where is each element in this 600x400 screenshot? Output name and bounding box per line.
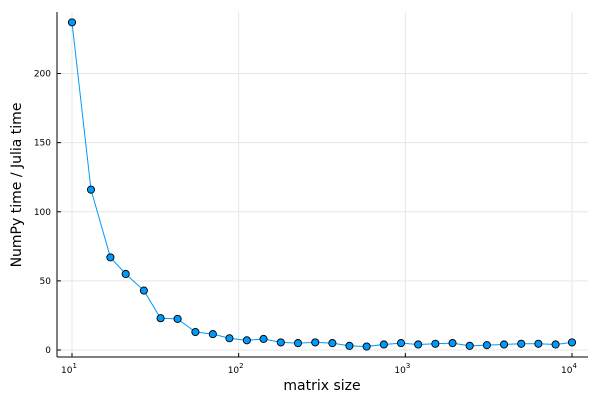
data-point [121,269,130,279]
data-point [482,341,491,350]
y-tick-label: 0 [45,346,51,356]
data-point [465,341,474,350]
data-point [225,334,234,343]
x-ticks: 101 102 103 104 [61,353,577,376]
data-point [431,339,440,348]
y-tick-label: 200 [34,70,51,80]
grid [57,12,588,357]
x-tick-label: 102 [228,362,244,376]
series-line [71,22,573,348]
data-point [276,338,285,347]
data-point [156,314,165,323]
data-point [86,185,96,194]
data-point [567,338,577,347]
data-point [173,314,182,323]
data-point [551,340,560,349]
data-point [328,339,337,348]
data-point [139,286,148,295]
y-tick-label: 100 [34,208,51,218]
data-point [311,338,320,347]
data-point [208,330,217,339]
y-tick-label: 150 [34,139,51,149]
data-point [499,340,509,349]
x-tick-label: 103 [394,362,410,376]
x-tick-label: 104 [561,362,577,376]
data-point [534,339,543,348]
y-ticks: 0 50 100 150 200 [34,70,61,356]
data-point [242,336,251,345]
data-point [345,341,354,350]
y-axis-title: NumPy time / Julia time [9,103,25,268]
data-point [191,327,200,337]
data-point [448,339,457,348]
series [67,18,577,351]
data-point [396,339,406,348]
data-point [414,340,423,349]
x-axis-title: matrix size [283,378,360,394]
data-point [517,339,526,348]
x-tick-label: 101 [61,362,77,376]
data-point [362,342,371,351]
axes [56,12,588,358]
y-tick-label: 50 [40,277,52,287]
data-point [67,18,77,27]
data-point [293,339,303,348]
data-point [106,253,115,262]
data-point [259,334,268,343]
data-point [379,340,388,349]
